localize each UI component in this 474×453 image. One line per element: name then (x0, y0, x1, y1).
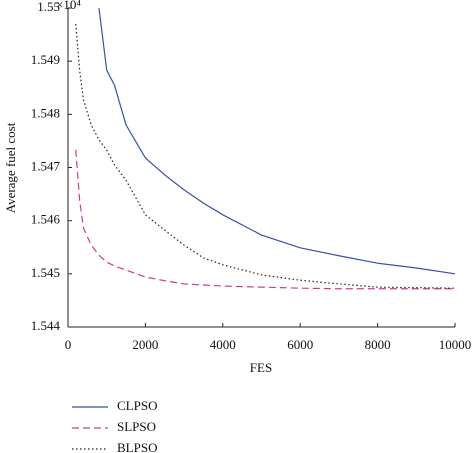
x-tick-label: 4000 (210, 337, 236, 352)
y-tick-label: 1.544 (31, 318, 61, 333)
data-line (75, 23, 456, 289)
x-axis-label: FES (250, 360, 272, 375)
x-tick-label: 10000 (439, 337, 472, 352)
y-tick-label: 1.547 (31, 158, 61, 173)
y-tick-label: 1.546 (31, 212, 61, 227)
y-tick-label: 1.545 (31, 265, 60, 280)
y-axis-label: Average fuel cost (3, 122, 18, 213)
data-line (98, 8, 456, 275)
x-tick-label: 0 (65, 337, 72, 352)
legend-label: BLPSO (117, 440, 157, 453)
x-tick-label: 2000 (132, 337, 158, 352)
x-tick-label: 6000 (287, 337, 313, 352)
y-tick-label: 1.55 (37, 0, 60, 14)
legend-label: CLPSO (117, 398, 157, 413)
x-tick-label: 8000 (365, 337, 391, 352)
y-tick-label: 1.549 (31, 52, 60, 67)
plot-area (75, 8, 456, 290)
legend-label: SLPSO (117, 419, 156, 434)
data-line (75, 149, 455, 290)
y-multiplier: ×10⁴ (56, 0, 81, 12)
y-tick-label: 1.548 (31, 105, 60, 120)
